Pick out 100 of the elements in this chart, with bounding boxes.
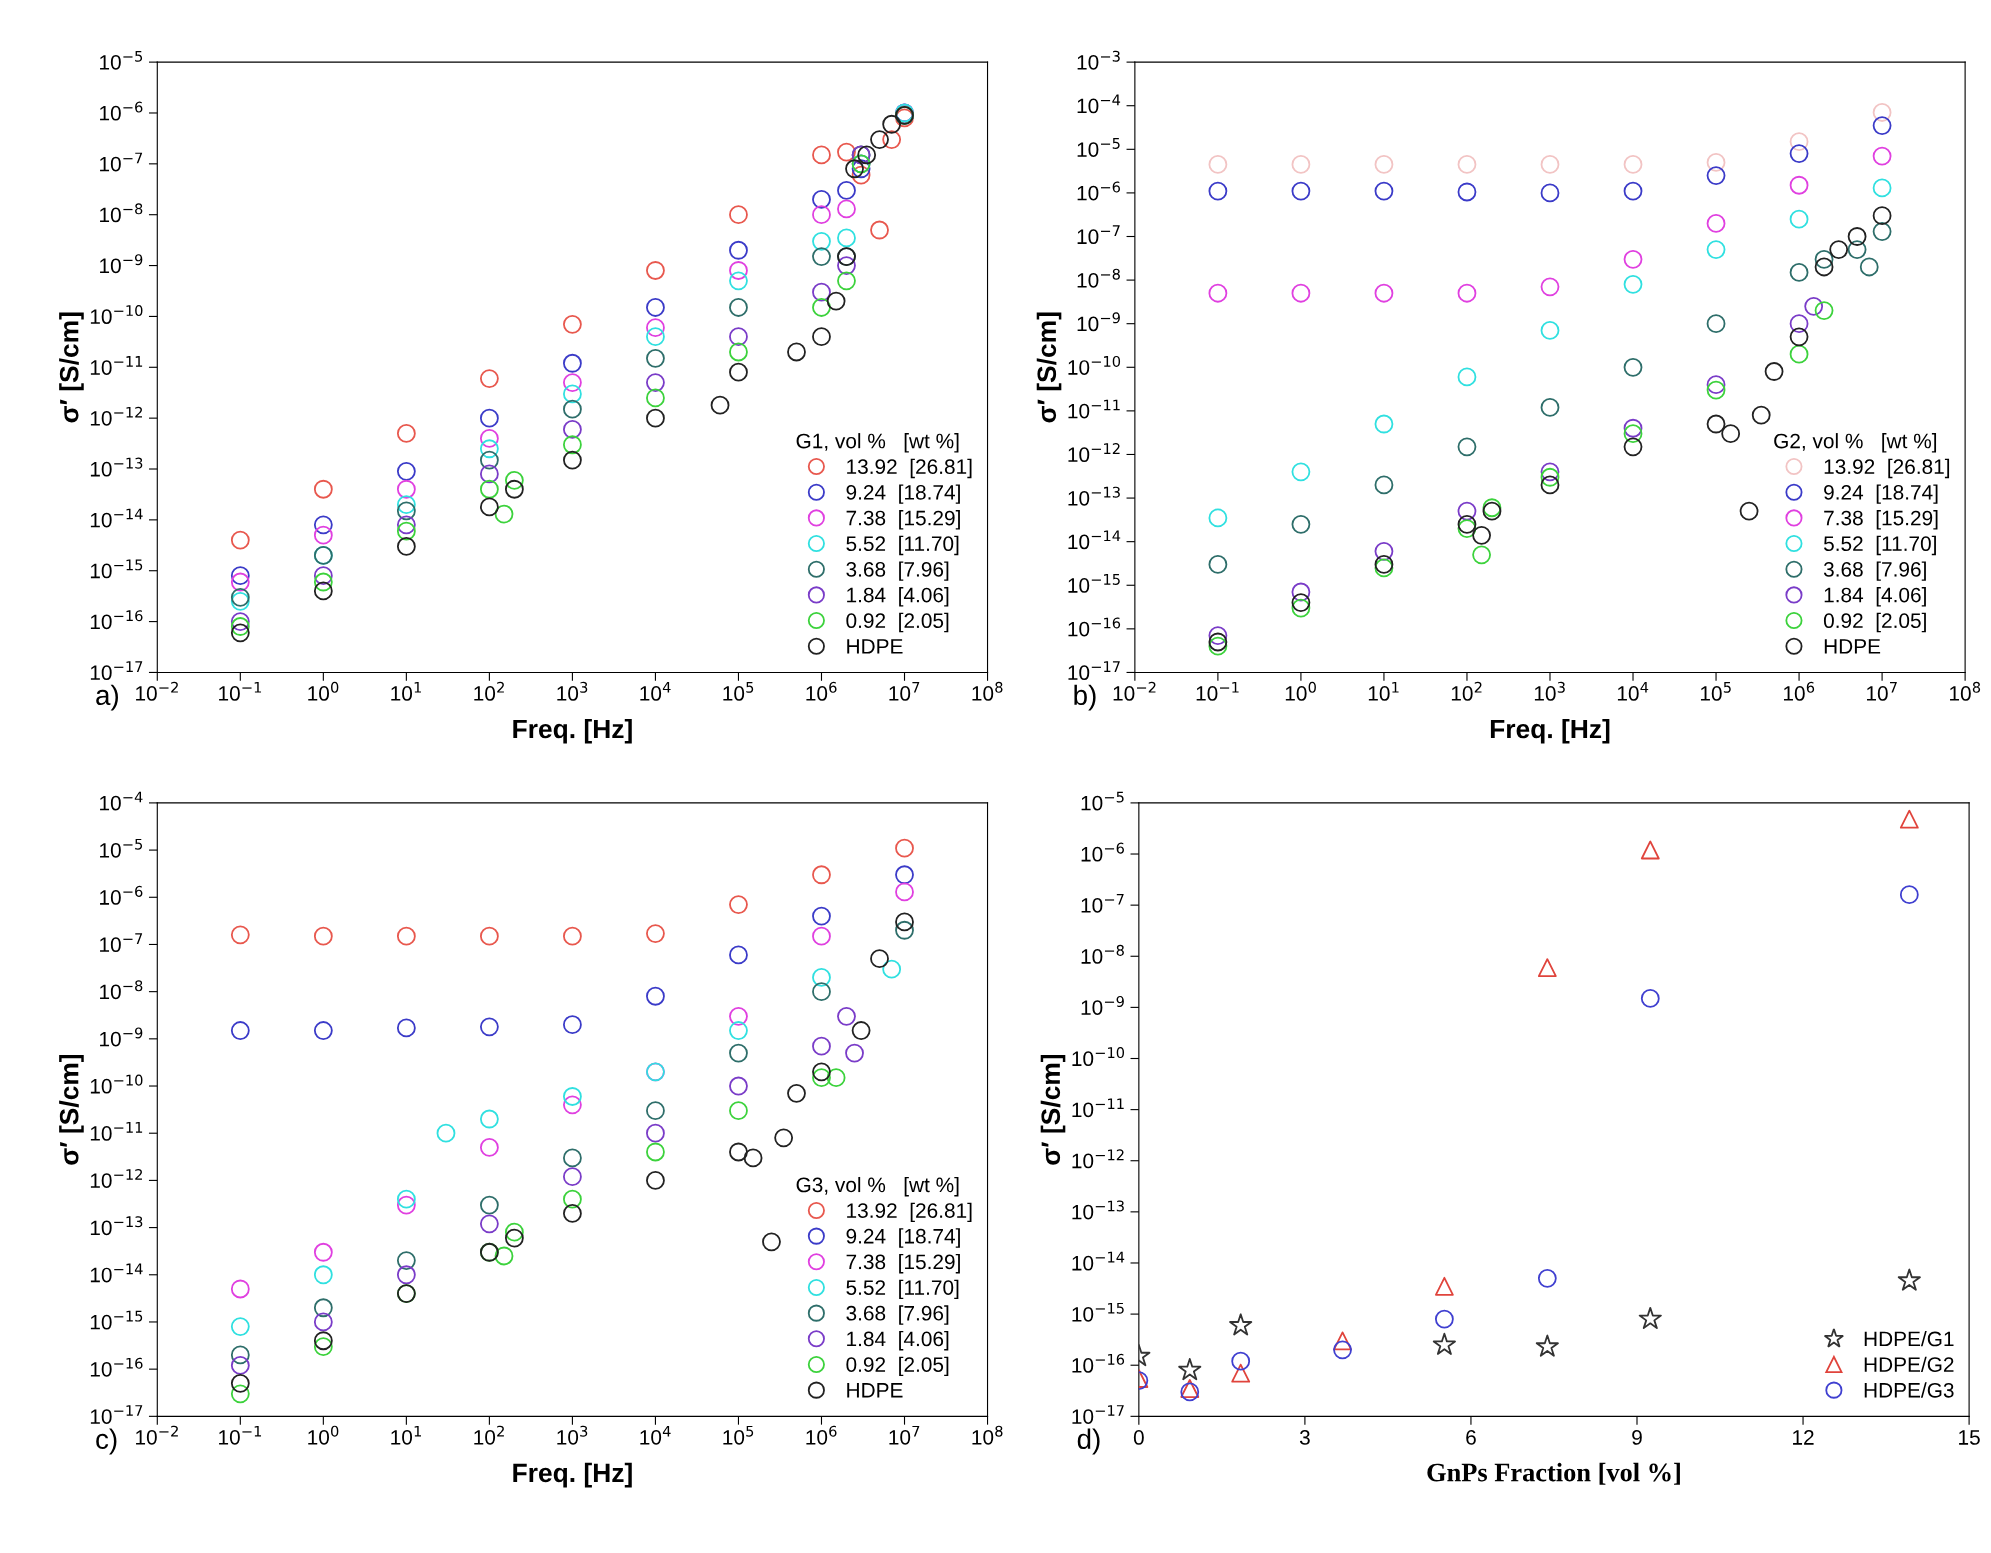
y-tick-label: 10$^{−15}$ <box>1068 574 1120 593</box>
y-axis-title: σ′ [S/cm] <box>59 1054 84 1165</box>
x-axis-title: Freq. [Hz] <box>513 1462 632 1488</box>
y-tick-label: 10$^{−7}$ <box>1077 225 1120 245</box>
legend-label: 1.84 [4.06] <box>1824 587 1926 607</box>
x-tick-label: 3 <box>1299 1430 1310 1445</box>
y-tick-label: 10$^{−17}$ <box>1068 661 1120 681</box>
x-tick-label: 10$^{−2}$ <box>136 1425 178 1445</box>
x-axis-title: Freq. [Hz] <box>1490 718 1610 744</box>
legend-label: HDPE/G3 <box>1864 1382 1954 1398</box>
y-tick-label: 10$^{−9}$ <box>1081 995 1124 1015</box>
legend-label: 3.68 [7.96] <box>846 1305 949 1325</box>
text: d) <box>1077 1428 1100 1455</box>
legend-label: 13.92 [26.81] <box>1824 458 1950 479</box>
x-tick-label: 10$^{1}$ <box>391 1425 421 1445</box>
legend-label: 5.52 [11.70] <box>846 535 959 556</box>
text: b) <box>1074 684 1096 711</box>
legend-title: G2, vol % [wt %] <box>1774 433 1937 453</box>
x-tick-label: 10$^{0}$ <box>1285 681 1316 701</box>
y-tick-label: 10$^{−13}$ <box>1068 486 1120 506</box>
text: c) <box>96 1428 117 1455</box>
x-tick-label: 10$^{7}$ <box>1867 681 1897 701</box>
y-tick-label: 10$^{−10}$ <box>90 305 143 325</box>
y-tick-label: 10$^{−11}$ <box>1072 1098 1124 1118</box>
y-tick-label: 10$^{−15}$ <box>1072 1302 1124 1322</box>
legend-label: 13.92 [26.81] <box>847 458 972 479</box>
x-tick-label: 10$^{2}$ <box>1451 681 1482 701</box>
legend-label: 7.38 [15.29] <box>1824 510 1938 530</box>
y-tick-label: 10$^{−7}$ <box>100 152 143 172</box>
y-tick-label: 10$^{−8}$ <box>100 980 143 1000</box>
y-tick-label: 10$^{−6}$ <box>100 885 143 905</box>
y-tick-label: 10$^{−10}$ <box>90 1074 143 1094</box>
legend-label: 0.92 [2.05] <box>846 1356 949 1377</box>
legend-label: 7.38 [15.29] <box>846 1253 960 1274</box>
y-tick-label: 10$^{−8}$ <box>1077 268 1120 288</box>
y-tick-label: 10$^{−16}$ <box>90 1357 143 1377</box>
x-tick-label: 10$^{5}$ <box>1700 681 1731 701</box>
y-tick-label: 10$^{−14}$ <box>1068 530 1121 550</box>
y-tick-label: 10$^{−11}$ <box>90 356 143 375</box>
legend-label: 9.24 [18.74] <box>1824 484 1938 504</box>
x-tick-label: 10$^{8}$ <box>1950 681 1981 701</box>
legend-label: 1.84 [4.06] <box>847 587 949 607</box>
y-tick-label: 10$^{−12}$ <box>90 406 142 426</box>
y-tick-label: 10$^{−13}$ <box>1072 1200 1124 1220</box>
y-tick-label: 10$^{−12}$ <box>90 1168 142 1188</box>
x-tick-label: 10$^{7}$ <box>889 1425 920 1445</box>
x-tick-label: 10$^{−1}$ <box>219 1425 262 1445</box>
x-tick-label: 10$^{5}$ <box>723 681 754 701</box>
y-tick-label: 10$^{−8}$ <box>100 203 143 223</box>
y-tick-label: 10$^{−5}$ <box>1081 791 1124 811</box>
y-tick-label: 10$^{−11}$ <box>90 1122 143 1141</box>
y-tick-label: 10$^{−8}$ <box>1081 944 1124 964</box>
x-tick-label: 10$^{6}$ <box>806 681 837 701</box>
x-tick-label: 12 <box>1793 1430 1814 1445</box>
y-tick-label: 10$^{−5}$ <box>1077 138 1120 157</box>
x-tick-label: 10$^{6}$ <box>1783 681 1815 701</box>
x-tick-label: 10$^{4}$ <box>1617 681 1649 701</box>
x-tick-label: 6 <box>1466 1430 1476 1445</box>
x-tick-label: 0 <box>1133 1430 1144 1445</box>
y-tick-label: 10$^{−16}$ <box>90 610 143 630</box>
y-tick-label: 10$^{−17}$ <box>90 661 143 681</box>
y-tick-label: 10$^{−4}$ <box>1077 94 1121 114</box>
x-tick-label: 10$^{1}$ <box>391 681 421 701</box>
y-tick-label: 10$^{−11}$ <box>1068 399 1120 419</box>
x-tick-label: 10$^{3}$ <box>557 1425 588 1445</box>
legend-label: HDPE <box>1824 639 1881 654</box>
legend-label: HDPE <box>847 639 903 654</box>
legend-label: 1.84 [4.06] <box>847 1330 949 1351</box>
x-axis-title: GnPs Fraction [vol %] <box>1427 1462 1680 1485</box>
y-tick-label: 10$^{−15}$ <box>90 559 143 579</box>
x-tick-label: 10$^{4}$ <box>640 681 671 701</box>
legend-label: 3.68 [7.96] <box>1823 561 1926 581</box>
x-tick-label: 10$^{7}$ <box>889 681 920 701</box>
legend-label: 5.52 [11.70] <box>846 1279 959 1300</box>
y-tick-label: 10$^{−3}$ <box>1077 50 1120 70</box>
legend-label: 3.68 [7.96] <box>846 561 949 581</box>
x-axis-title: Freq. [Hz] <box>513 718 632 744</box>
legend-label: 0.92 [2.05] <box>846 612 949 633</box>
y-tick-label: 10$^{−6}$ <box>1077 181 1120 201</box>
y-axis-title: σ′ [S/cm] <box>1040 1054 1066 1165</box>
y-tick-label: 10$^{−9}$ <box>1077 312 1120 332</box>
y-tick-label: 10$^{−9}$ <box>100 254 143 274</box>
legend-label: 13.92 [26.81] <box>847 1202 972 1223</box>
x-tick-label: 10$^{5}$ <box>723 1425 754 1445</box>
legend-label: HDPE/G1 <box>1864 1330 1954 1347</box>
y-tick-label: 10$^{−12}$ <box>1068 443 1120 463</box>
x-tick-label: 9 <box>1632 1430 1642 1445</box>
y-tick-label: 10$^{−10}$ <box>1068 355 1121 375</box>
y-tick-label: 10$^{−17}$ <box>1072 1405 1124 1424</box>
text: a) <box>96 684 118 711</box>
x-tick-label: 15 <box>1959 1430 1980 1445</box>
x-tick-label: 10$^{2}$ <box>474 1425 504 1445</box>
y-tick-label: 10$^{−6}$ <box>1081 842 1124 862</box>
y-tick-label: 10$^{−16}$ <box>1068 617 1121 637</box>
x-tick-label: 10$^{8}$ <box>972 1425 1003 1445</box>
legend-label: 9.24 [18.74] <box>846 1228 960 1248</box>
y-axis-title: σ′ [S/cm] <box>1036 312 1062 423</box>
y-tick-label: 10$^{−7}$ <box>1081 893 1124 913</box>
y-tick-label: 10$^{−13}$ <box>90 457 143 477</box>
y-tick-label: 10$^{−15}$ <box>90 1310 143 1330</box>
